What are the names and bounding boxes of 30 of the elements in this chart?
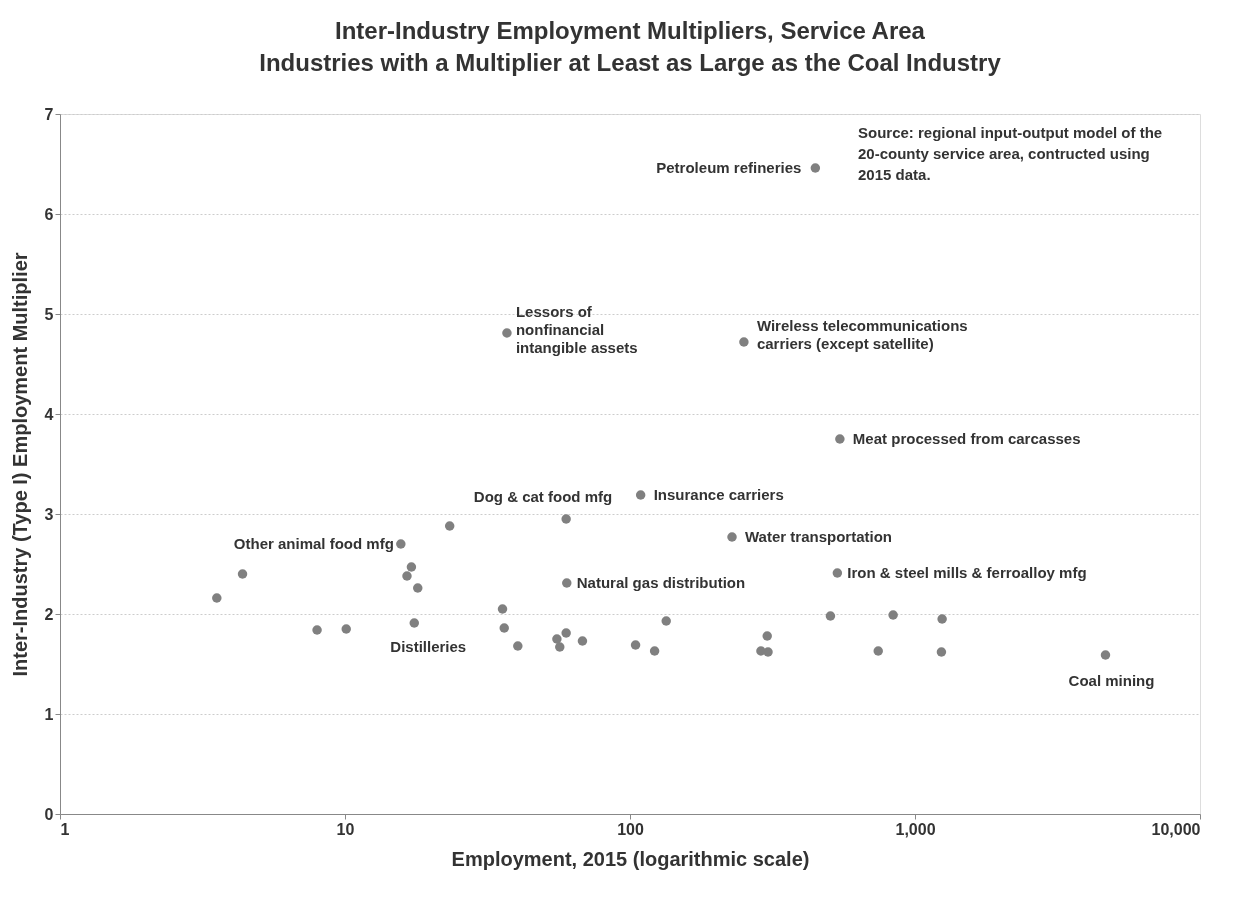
y-tick-label: 0 bbox=[44, 805, 54, 823]
annotation: Insurance carriers bbox=[653, 486, 784, 503]
annotation: Source: regional input-output model of the 20-county service area, contructed using 2015 data. bbox=[858, 124, 1163, 183]
chart-title: Inter-Industry Employment Multipliers, Service Area bbox=[335, 17, 926, 44]
annotation: Distilleries bbox=[390, 638, 467, 655]
annotation: Dog & cat food mfg bbox=[473, 488, 613, 505]
y-tick-label: 7 bbox=[44, 105, 54, 123]
x-tick-label: 100 bbox=[617, 820, 644, 838]
annotation: Wireless telecommunications carriers (except satellite) bbox=[756, 316, 968, 352]
y-tick-label: 3 bbox=[44, 505, 54, 523]
x-tick-label: 1,000 bbox=[895, 820, 936, 838]
y-axis-title: Inter-Industry (Type I) Employment Multiplier bbox=[8, 252, 31, 677]
annotation: Other animal food mfg bbox=[233, 535, 394, 552]
x-axis-title: Employment, 2015 (logarithmic scale) bbox=[451, 847, 810, 870]
y-tick-label: 4 bbox=[44, 405, 54, 423]
y-tick-label: 6 bbox=[44, 205, 54, 223]
annotation: Petroleum refineries bbox=[656, 159, 802, 176]
annotation: Natural gas distribution bbox=[576, 574, 746, 591]
annotation: Iron & steel mills & ferroalloy mfg bbox=[847, 564, 1087, 581]
x-tick-label: 10,000 bbox=[1151, 820, 1201, 838]
x-tick-label: 10 bbox=[336, 820, 355, 838]
y-tick-label: 2 bbox=[44, 605, 54, 623]
chart-subtitle: Industries with a Multiplier at Least as Large as the Coal Industry bbox=[259, 49, 1002, 76]
y-tick-label: 1 bbox=[44, 705, 54, 723]
x-tick-label: 1 bbox=[60, 820, 70, 838]
y-tick-label: 5 bbox=[44, 305, 54, 323]
annotation: Meat processed from carcasses bbox=[852, 430, 1081, 447]
annotation: Water transportation bbox=[745, 528, 892, 545]
annotation: Lessors of nonfinancial intangible assets bbox=[515, 303, 638, 356]
annotation: Coal mining bbox=[1068, 672, 1155, 689]
